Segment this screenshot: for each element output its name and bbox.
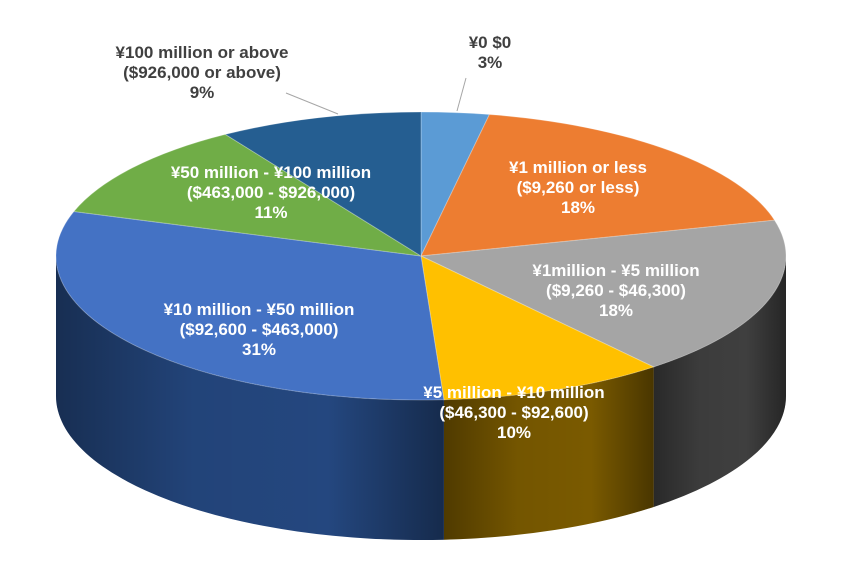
- slice-label-line: ($9,260 - $46,300): [546, 281, 686, 300]
- pie-tops: [55, 111, 787, 401]
- leader-lines: [285, 77, 467, 115]
- slice-label-line: ¥5 million - ¥10 million: [423, 383, 604, 402]
- slice-percent-label: 18%: [599, 301, 633, 320]
- leader-line-1: [285, 92, 339, 115]
- pie-side-shade-3: [443, 366, 654, 540]
- pie-slice-2: [419, 219, 787, 368]
- slice-label-line: ($463,000 - $926,000): [187, 183, 355, 202]
- pie-slice-1: [420, 114, 776, 257]
- slice-label-line: ¥1 million or less: [509, 158, 647, 177]
- pie-slice-4: [55, 210, 445, 401]
- pie-slice-0: [420, 111, 491, 257]
- slice-label-line: ($46,300 - $92,600): [439, 403, 588, 422]
- pie-slice-3: [420, 255, 656, 401]
- slice-label-line: ($926,000 or above): [123, 63, 281, 82]
- slice-percent-label: 9%: [190, 83, 215, 102]
- slice-percent-label: 31%: [242, 340, 276, 359]
- slice-percent-label: 11%: [254, 203, 287, 222]
- pie-side-shade-4: [56, 256, 444, 540]
- slice-percent-label: 3%: [478, 53, 503, 72]
- slice-label-line: ($92,600 - $463,000): [180, 320, 339, 339]
- slice-label-line: ¥0 $0: [469, 33, 512, 52]
- slice-label-line: ¥100 million or above: [116, 43, 289, 62]
- pie-slice-6: [224, 111, 422, 257]
- slice-label-line: ($9,260 or less): [517, 178, 640, 197]
- pie-sides: [56, 256, 786, 540]
- slice-label-line: ¥50 million - ¥100 million: [171, 163, 371, 182]
- slice-label-line: ¥10 million - ¥50 million: [164, 300, 355, 319]
- slice-labels: ¥0 $03% ¥1 million or less($9,260 or less…: [116, 33, 700, 442]
- slice-percent-label: 10%: [497, 423, 531, 442]
- pie-side-shade-2: [653, 256, 786, 507]
- slice-percent-label: 18%: [561, 198, 595, 217]
- slice-label-line: ¥1million - ¥5 million: [532, 261, 699, 280]
- pie-slice-5: [72, 133, 422, 257]
- leader-line-0: [456, 77, 467, 112]
